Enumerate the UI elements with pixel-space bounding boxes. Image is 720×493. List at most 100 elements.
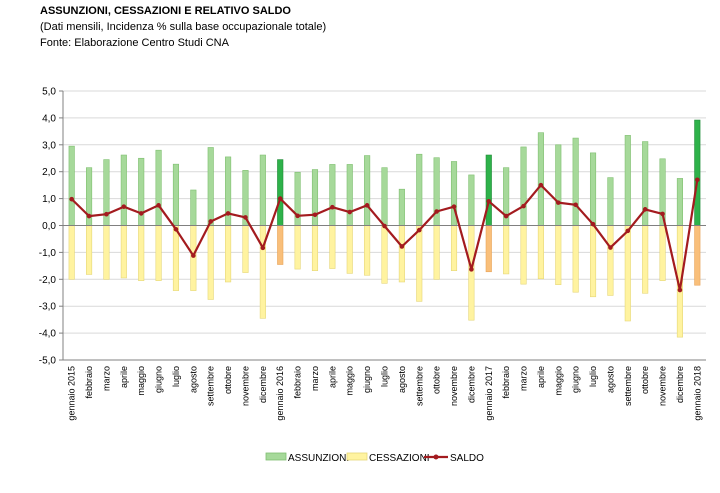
legend-label: ASSUNZIONI xyxy=(288,453,349,464)
cessazioni-bar xyxy=(381,225,388,284)
assunzioni-bar xyxy=(468,174,475,226)
cessazioni-bar xyxy=(364,225,371,276)
cessazioni-bar xyxy=(450,225,458,271)
saldo-point xyxy=(677,287,683,293)
x-axis: gennaio 2015 febbraio marzo aprile maggio giu… xyxy=(63,225,706,421)
x-tick-label: gennaio 2015 xyxy=(67,366,77,421)
x-tick-label: luglio xyxy=(588,366,598,387)
saldo-point xyxy=(469,267,474,272)
x-tick-label: dicembre xyxy=(675,366,685,403)
saldo-point xyxy=(347,209,353,215)
assunzioni-bar xyxy=(398,188,405,226)
saldo-point xyxy=(69,196,74,202)
x-tick-label: luglio xyxy=(171,366,181,387)
saldo-point xyxy=(382,223,387,229)
y-tick-label: -2,0 xyxy=(39,275,57,286)
legend-label: SALDO xyxy=(450,453,484,464)
assunzioni-bar xyxy=(589,152,597,226)
cessazioni-bar xyxy=(242,225,249,273)
x-tick-label: giugno xyxy=(362,366,372,393)
cessazioni-bar xyxy=(329,225,336,269)
y-tick-label: -3,0 xyxy=(39,302,57,313)
assunzioni-bar xyxy=(311,169,319,226)
saldo-line xyxy=(69,177,700,293)
x-tick-label: gennaio 2017 xyxy=(484,366,494,421)
y-tick-label: 1,0 xyxy=(42,194,56,205)
assunzioni-bar xyxy=(537,132,544,226)
assunzioni-bar xyxy=(259,154,266,226)
chart-title: ASSUNZIONI, CESSAZIONI E RELATIVO SALDO xyxy=(40,5,291,17)
x-tick-label: novembre xyxy=(658,366,668,406)
saldo-point xyxy=(121,204,127,209)
saldo-point xyxy=(330,204,335,210)
x-tick-label: dicembre xyxy=(258,366,268,403)
saldo-point xyxy=(416,227,422,233)
legend: ASSUNZIONI CESSAZIONI SALDO xyxy=(265,452,484,464)
saldo-point xyxy=(399,244,405,249)
assunzioni-bar xyxy=(381,167,388,226)
assunzioni-bar xyxy=(416,153,423,226)
saldo-point xyxy=(312,212,318,218)
x-tick-label: aprile xyxy=(119,366,129,388)
x-tick-label: aprile xyxy=(327,366,337,388)
saldo-point xyxy=(138,211,144,216)
saldo-point xyxy=(573,202,578,208)
y-tick-label: -5,0 xyxy=(39,356,57,367)
y-tick-label: 5,0 xyxy=(42,87,56,98)
x-tick-label: ottobre xyxy=(223,366,233,394)
assunzioni-bar xyxy=(277,159,284,226)
cessazioni-bar xyxy=(120,225,127,279)
cessazioni-bar xyxy=(68,225,75,280)
assunzioni-bar xyxy=(68,145,75,226)
x-tick-label: dicembre xyxy=(466,366,476,403)
chart-subtitle: (Dati mensili, Incidenza % sulla base oc… xyxy=(40,21,327,33)
cessazioni-bar xyxy=(138,225,145,281)
x-tick-label: ottobre xyxy=(432,366,442,394)
legend-label: CESSAZIONI xyxy=(369,453,430,464)
cessazioni-bar xyxy=(607,225,614,296)
cessazioni-bar xyxy=(346,225,353,274)
cessazioni-bar xyxy=(155,225,162,281)
saldo-point xyxy=(695,177,700,183)
x-tick-label: maggio xyxy=(553,366,563,396)
assunzioni-bar xyxy=(190,189,197,226)
assunzioni-bar xyxy=(364,155,371,226)
assunzioni-bar xyxy=(485,154,492,226)
x-tick-label: marzo xyxy=(310,366,320,391)
x-tick-label: settembre xyxy=(414,366,424,406)
y-tick-label: -4,0 xyxy=(39,329,57,340)
x-tick-label: luglio xyxy=(380,366,390,387)
chart-source: Fonte: Elaborazione Centro Studi CNA xyxy=(40,37,229,49)
cessazioni-bar xyxy=(659,225,666,281)
legend-swatch xyxy=(346,452,368,461)
assunzioni-bars xyxy=(68,119,701,226)
cessazioni-bar xyxy=(485,225,492,273)
x-tick-label: settembre xyxy=(206,366,216,406)
x-tick-label: febbraio xyxy=(501,366,511,399)
saldo-point xyxy=(608,245,613,250)
x-tick-label: ottobre xyxy=(640,366,650,394)
y-tick-label: -1,0 xyxy=(39,248,57,259)
assunzioni-bar xyxy=(555,144,562,226)
x-tick-label: novembre xyxy=(449,366,459,406)
saldo-point xyxy=(364,203,370,208)
saldo-point xyxy=(486,198,492,204)
saldo-point xyxy=(660,211,665,217)
saldo-point xyxy=(277,196,283,201)
y-tick-label: 3,0 xyxy=(42,140,56,151)
x-tick-label: agosto xyxy=(397,366,407,393)
cessazioni-bar xyxy=(172,225,180,291)
saldo-point xyxy=(243,215,248,220)
cessazioni-bar xyxy=(520,225,527,285)
cessazioni-bar xyxy=(589,225,597,298)
x-tick-label: gennaio 2016 xyxy=(275,366,285,421)
assunzioni-bar xyxy=(433,157,440,226)
x-tick-label: marzo xyxy=(519,366,529,391)
x-tick-label: agosto xyxy=(605,366,615,393)
cessazioni-bar xyxy=(555,225,562,285)
assunzioni-bar xyxy=(172,163,180,226)
saldo-point xyxy=(295,213,300,219)
cessazioni-bar xyxy=(207,225,214,300)
assunzioni-bar xyxy=(346,164,353,226)
assunzioni-bar xyxy=(120,154,127,226)
